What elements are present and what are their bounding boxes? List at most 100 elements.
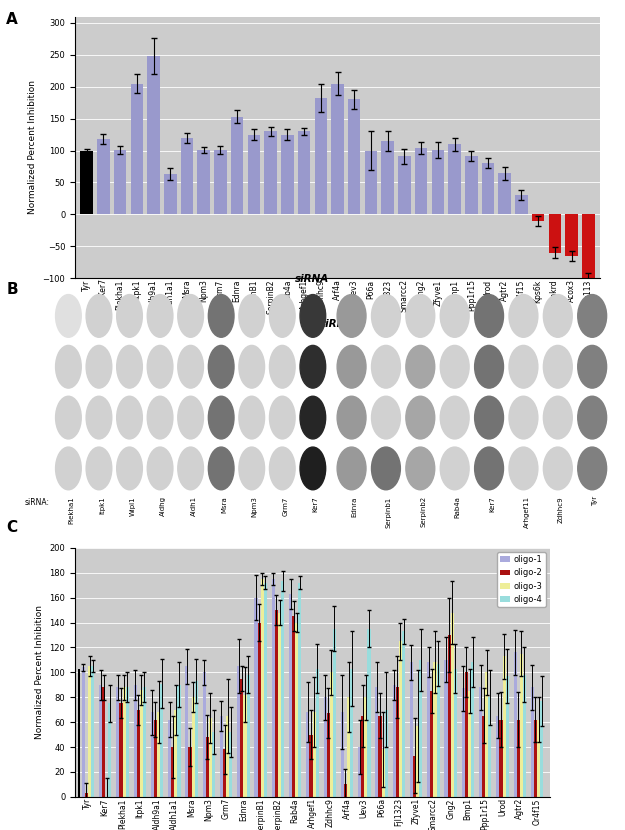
Circle shape	[509, 447, 538, 490]
Bar	[330, 672, 333, 797]
Bar	[327, 714, 330, 797]
Bar	[298, 583, 301, 797]
Bar	[243, 695, 246, 797]
Bar	[238, 666, 240, 797]
Bar	[254, 598, 258, 797]
Bar	[131, 84, 143, 214]
Circle shape	[474, 295, 504, 337]
Circle shape	[440, 345, 469, 388]
Bar	[85, 793, 88, 797]
Circle shape	[543, 345, 572, 388]
Bar	[465, 672, 468, 797]
Bar	[160, 684, 163, 797]
Bar	[154, 720, 157, 797]
Circle shape	[177, 447, 204, 490]
Bar	[157, 712, 160, 797]
Bar	[181, 138, 193, 214]
Bar	[350, 669, 353, 797]
Bar	[240, 679, 243, 797]
Bar	[324, 697, 327, 797]
X-axis label: siRNA: siRNA	[321, 320, 354, 330]
Bar	[192, 697, 195, 797]
Bar	[454, 669, 457, 797]
Bar	[272, 579, 275, 797]
Circle shape	[177, 345, 204, 388]
Bar	[496, 715, 499, 797]
Circle shape	[300, 295, 326, 337]
Bar	[396, 687, 399, 797]
Bar	[171, 747, 174, 797]
Bar	[289, 594, 292, 797]
Bar	[419, 660, 422, 797]
Bar	[498, 173, 511, 214]
Bar	[468, 691, 471, 797]
Bar	[523, 675, 526, 797]
Text: Wipi1: Wipi1	[129, 496, 136, 516]
Circle shape	[177, 396, 204, 439]
Bar	[108, 704, 111, 797]
Circle shape	[543, 447, 572, 490]
Bar	[246, 675, 249, 797]
Bar	[202, 672, 206, 797]
Bar	[281, 134, 294, 214]
Bar	[364, 150, 378, 214]
Circle shape	[578, 345, 607, 388]
Circle shape	[406, 447, 435, 490]
Bar	[399, 642, 402, 797]
Bar	[368, 629, 371, 797]
Bar	[514, 652, 517, 797]
Text: Rab4a: Rab4a	[455, 496, 461, 518]
Bar	[122, 687, 126, 797]
Bar	[503, 656, 506, 797]
Circle shape	[406, 295, 435, 337]
Bar	[209, 719, 212, 797]
Bar	[381, 141, 394, 214]
Circle shape	[371, 447, 401, 490]
Bar	[99, 685, 102, 797]
Text: Npm3: Npm3	[252, 496, 258, 517]
Text: siRNA:: siRNA:	[25, 498, 50, 507]
Bar	[91, 666, 94, 797]
Circle shape	[300, 396, 326, 439]
Bar	[413, 755, 416, 797]
Circle shape	[117, 396, 142, 439]
Circle shape	[578, 396, 607, 439]
Circle shape	[509, 396, 538, 439]
Text: Ker7: Ker7	[489, 496, 495, 512]
Bar	[485, 672, 488, 797]
Bar	[582, 214, 594, 278]
Circle shape	[474, 447, 504, 490]
Bar	[402, 631, 405, 797]
Circle shape	[239, 345, 264, 388]
Bar	[231, 117, 244, 214]
Bar	[189, 747, 192, 797]
Text: Serpinb1: Serpinb1	[386, 496, 392, 528]
Bar	[444, 660, 448, 797]
Bar	[471, 662, 474, 797]
Bar	[198, 150, 210, 214]
Bar	[488, 697, 491, 797]
Circle shape	[578, 447, 607, 490]
Bar	[143, 687, 146, 797]
Circle shape	[440, 396, 469, 439]
Bar	[540, 701, 543, 797]
Text: C: C	[6, 520, 18, 535]
Bar	[278, 613, 281, 797]
Bar	[361, 715, 364, 797]
Circle shape	[509, 295, 538, 337]
Bar	[436, 664, 439, 797]
Bar	[186, 666, 189, 797]
Circle shape	[371, 295, 401, 337]
Circle shape	[86, 447, 112, 490]
Circle shape	[239, 447, 264, 490]
Bar	[148, 56, 160, 214]
Bar	[295, 622, 298, 797]
Bar	[410, 662, 413, 797]
Bar	[479, 687, 482, 797]
Circle shape	[337, 345, 366, 388]
Circle shape	[269, 345, 295, 388]
Bar	[537, 720, 540, 797]
Circle shape	[208, 345, 234, 388]
Bar	[164, 174, 177, 214]
Bar	[212, 732, 215, 797]
